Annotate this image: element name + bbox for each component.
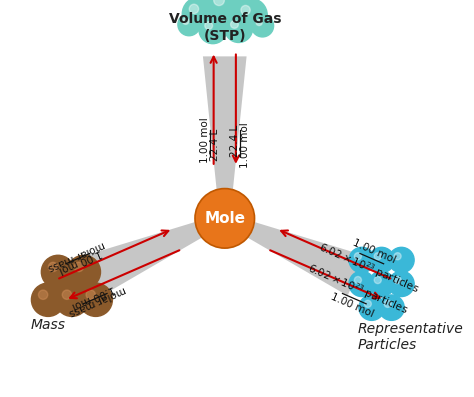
Circle shape (365, 300, 372, 307)
Circle shape (355, 276, 362, 283)
Text: Representative
Particles: Representative Particles (358, 322, 464, 352)
Circle shape (41, 255, 75, 289)
Circle shape (374, 276, 381, 283)
Circle shape (359, 295, 384, 320)
Text: 22.4 L: 22.4 L (230, 124, 240, 157)
Circle shape (394, 276, 401, 283)
Circle shape (214, 0, 224, 6)
Circle shape (31, 283, 65, 316)
Circle shape (355, 252, 362, 260)
Circle shape (205, 22, 212, 29)
Circle shape (225, 15, 253, 42)
Circle shape (369, 271, 394, 297)
Circle shape (199, 16, 227, 44)
Circle shape (234, 0, 267, 32)
Circle shape (195, 189, 255, 248)
Circle shape (74, 262, 83, 272)
Text: 1.00 mol: 1.00 mol (329, 292, 375, 319)
Circle shape (48, 262, 58, 272)
Text: molar mass: molar mass (67, 284, 127, 318)
Circle shape (62, 290, 72, 299)
Text: 22.4 L: 22.4 L (210, 129, 219, 162)
Circle shape (55, 283, 89, 316)
Circle shape (182, 18, 189, 24)
Text: $6.02\times10^{23}$ particles: $6.02\times10^{23}$ particles (316, 239, 421, 297)
Circle shape (189, 4, 199, 13)
Circle shape (86, 290, 95, 299)
Circle shape (374, 252, 381, 260)
Text: 1.00 mol: 1.00 mol (351, 238, 397, 265)
Text: Mass: Mass (30, 318, 65, 331)
Circle shape (369, 247, 394, 273)
Text: Volume of Gas
(STP): Volume of Gas (STP) (169, 12, 281, 43)
Circle shape (349, 271, 374, 297)
Circle shape (251, 15, 273, 37)
Circle shape (38, 290, 48, 299)
Circle shape (389, 271, 414, 297)
Text: 1.00 mol: 1.00 mol (70, 283, 116, 310)
Circle shape (379, 295, 404, 320)
Polygon shape (237, 218, 365, 296)
Text: 1.00 mol: 1.00 mol (57, 247, 103, 275)
Text: Mole: Mole (204, 211, 245, 226)
Circle shape (79, 283, 112, 316)
Circle shape (178, 13, 200, 36)
Circle shape (206, 0, 244, 25)
Circle shape (230, 21, 238, 28)
Text: 1.00 mol: 1.00 mol (240, 122, 250, 168)
Circle shape (256, 19, 262, 25)
Text: 1.00 mol: 1.00 mol (200, 118, 210, 164)
Polygon shape (203, 56, 246, 199)
Circle shape (389, 247, 414, 273)
Text: $6.02\times10^{23}$ particles: $6.02\times10^{23}$ particles (305, 260, 410, 318)
Polygon shape (84, 218, 212, 296)
Circle shape (182, 0, 216, 31)
Text: molar mass: molar mass (46, 240, 106, 273)
Circle shape (67, 255, 100, 289)
Circle shape (384, 300, 391, 307)
Circle shape (394, 252, 401, 260)
Circle shape (241, 6, 250, 15)
Circle shape (349, 247, 374, 273)
